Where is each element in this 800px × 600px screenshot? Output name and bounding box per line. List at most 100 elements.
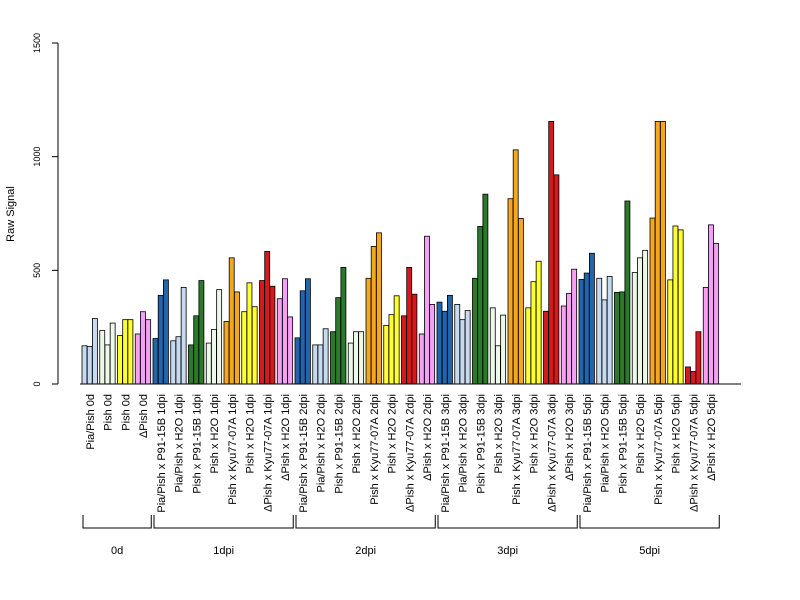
bar <box>667 279 674 385</box>
group-label: 2dpi <box>355 545 376 557</box>
bar <box>294 337 301 385</box>
bar <box>424 235 430 385</box>
bar <box>601 299 608 385</box>
bar <box>322 328 329 385</box>
y-tick-label: 1000 <box>32 147 42 167</box>
bar <box>205 342 212 385</box>
bar <box>489 307 496 385</box>
bar <box>188 344 194 385</box>
group-label: 0d <box>111 545 123 557</box>
bar <box>436 301 443 385</box>
bar <box>619 291 626 385</box>
y-tick-label: 500 <box>32 263 42 278</box>
bar <box>677 229 684 385</box>
bar <box>370 246 377 385</box>
bar <box>429 304 436 385</box>
bar <box>251 306 258 385</box>
bar <box>702 286 709 385</box>
bar <box>553 174 560 385</box>
x-tick-label: Pia/Pish x P91-15B 2dpi <box>298 394 310 513</box>
x-tick-label: Pish 0d <box>120 394 132 431</box>
bar <box>411 293 418 385</box>
x-tick-label: Pish x P91-15B 3dpi <box>475 394 487 494</box>
x-tick-label: ΔPish x H2O 1dpi <box>280 394 292 481</box>
x-tick-label: Pish x P91-15B 2dpi <box>333 394 345 494</box>
bar <box>304 278 311 385</box>
y-axis: 0 500 1000 1500 <box>32 33 59 387</box>
bar <box>340 266 347 385</box>
x-tick-label: Pish x H2O 5dpi <box>635 394 647 473</box>
bar <box>358 331 365 385</box>
bar <box>264 251 271 385</box>
group-label: 3dpi <box>497 545 518 557</box>
bar <box>140 311 146 385</box>
bar <box>685 366 691 385</box>
bar <box>152 338 159 385</box>
x-tick-label: Pia/Pish x H2O 5dpi <box>600 394 612 492</box>
bar <box>441 310 448 385</box>
bar <box>393 295 400 385</box>
bar <box>660 121 666 385</box>
y-tick-label: 1500 <box>32 33 42 53</box>
bar <box>317 344 324 385</box>
x-tick-label: ΔPish x Kyu77-07A 1dpi <box>262 394 274 512</box>
bar <box>708 224 714 385</box>
bar <box>175 336 182 385</box>
bar <box>287 316 294 385</box>
x-tick-label: Pia/Pish x H2O 3dpi <box>458 394 470 492</box>
bar <box>365 277 372 385</box>
bar <box>690 371 697 385</box>
bar <box>495 345 501 385</box>
bar <box>642 249 649 385</box>
x-tick-label: Pia/Pish x P91-15B 1dpi <box>156 394 168 513</box>
bar <box>464 310 471 385</box>
x-tick-label: Pia/Pish x P91-15B 5dpi <box>582 394 594 513</box>
bar <box>299 290 306 385</box>
x-tick-label: Pish x H2O 2dpi <box>387 394 399 473</box>
x-tick-label: Pish x H2O 3dpi <box>493 394 505 473</box>
bar <box>401 315 407 385</box>
bar <box>122 319 129 385</box>
bar <box>578 279 585 385</box>
group-label: 1dpi <box>213 545 234 557</box>
x-tick-label: Pish 0d <box>103 394 115 431</box>
bar <box>211 329 217 385</box>
x-tick-label: ΔPish x Kyu77-07A 5dpi <box>688 394 700 512</box>
bar <box>134 333 141 385</box>
bar <box>109 322 116 385</box>
bar <box>589 252 595 385</box>
bar <box>406 266 413 385</box>
bar <box>99 330 106 385</box>
bar <box>330 331 336 385</box>
bar <box>104 344 111 385</box>
bar <box>606 276 613 385</box>
bar <box>282 278 288 385</box>
x-tick-label: Pish x H2O 1dpi <box>209 394 221 473</box>
bar <box>535 260 542 385</box>
bar <box>624 200 631 385</box>
x-tick-labels: Pia/Pish 0d Pish 0d Pish 0d ΔPish 0d Pia/Pis… <box>85 394 718 513</box>
bar <box>276 298 283 385</box>
bar <box>631 272 638 385</box>
bar <box>472 277 478 385</box>
bar <box>459 319 466 385</box>
bar <box>649 217 656 385</box>
x-tick-label: Pish x H2O 5dpi <box>671 394 683 473</box>
bar <box>525 307 532 385</box>
x-tick-label: Pish x Kyu77-07A 2dpi <box>369 394 381 505</box>
bars <box>81 121 720 385</box>
bar <box>81 345 88 385</box>
bar <box>695 331 702 385</box>
bar <box>713 243 720 385</box>
bar <box>512 149 519 385</box>
bar <box>228 257 235 385</box>
bar <box>241 311 248 385</box>
x-tick-label: Pia/Pish 0d <box>85 394 97 450</box>
bar <box>418 333 425 385</box>
bar <box>477 226 484 385</box>
bar <box>543 310 549 385</box>
group-label: 5dpi <box>639 545 660 557</box>
bar <box>170 340 177 385</box>
x-tick-label: Pia/Pish x H2O 1dpi <box>174 394 186 492</box>
